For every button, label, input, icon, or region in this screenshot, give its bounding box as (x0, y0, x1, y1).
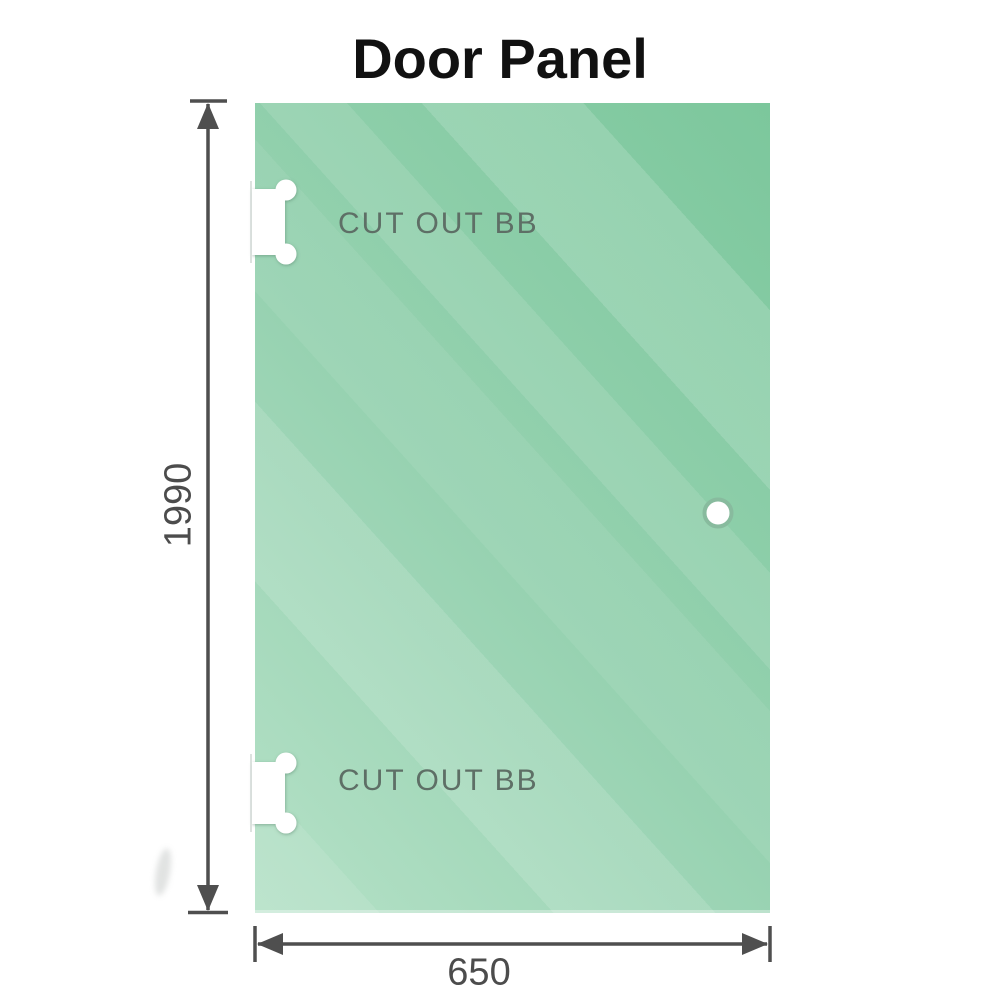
height-dim-arrow-up-icon (197, 103, 219, 129)
height-dimension-label: 1990 (157, 462, 200, 548)
width-dimension (253, 926, 772, 962)
cutout-top-label: CUT OUT BB (338, 207, 539, 240)
width-dim-arrow-left-icon (257, 933, 283, 955)
page-title: Door Panel (352, 27, 648, 90)
cutout-bottom-label: CUT OUT BB (338, 764, 539, 797)
width-dimension-label: 650 (447, 951, 511, 994)
height-dim-arrow-down-icon (197, 885, 219, 911)
glass-panel (255, 103, 770, 913)
width-dim-arrow-right-icon (742, 933, 768, 955)
smudge-artifact (154, 848, 172, 896)
